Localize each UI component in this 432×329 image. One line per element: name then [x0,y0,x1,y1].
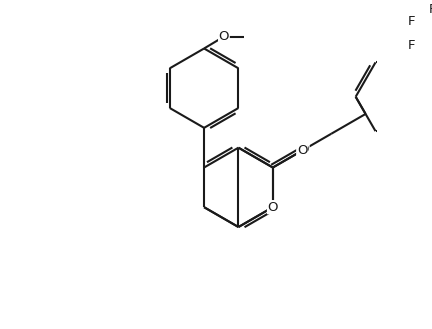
Text: F: F [408,15,415,28]
Text: F: F [408,38,415,52]
Text: O: O [297,144,307,157]
Text: O: O [299,143,309,156]
Text: O: O [219,30,229,43]
Text: O: O [267,201,278,214]
Text: F: F [428,3,432,16]
